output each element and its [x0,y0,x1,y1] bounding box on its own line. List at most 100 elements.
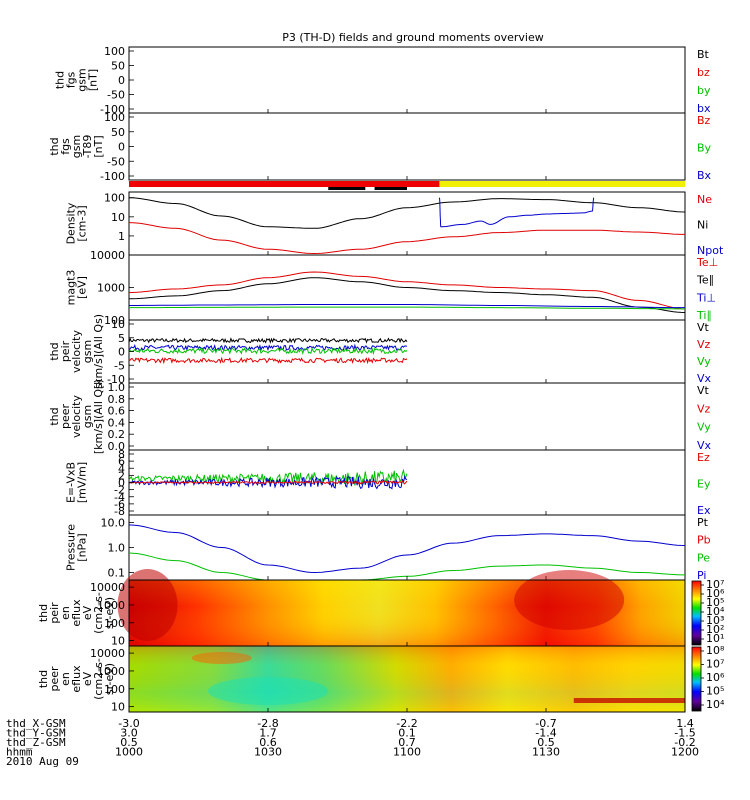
y-axis-label-line: eflux [70,665,83,693]
y-tick-label: 0.1 [108,566,126,579]
y-axis-label-line: Density [65,202,78,244]
colorbar-tick-label: 10⁶ [706,587,725,600]
x-axis-value: 0.1 [398,727,416,740]
y-axis-label-line: eV [81,671,94,686]
panel-frame [128,191,686,256]
y-tick-label: 100 [104,617,125,630]
mode-bar-segment [129,181,440,187]
legend-label: Te⊥ [696,256,718,269]
legend-label: Ti⊥ [696,291,716,304]
series-line-Te_perp [129,271,686,310]
panel-frame [128,112,686,181]
legend-label: by [697,84,711,97]
y-axis-label-line: [nPa] [76,533,89,561]
spectrogram-feature [208,677,328,705]
y-tick-label: 100 [104,45,125,58]
y-axis-label-line: gsm [70,135,83,158]
legend-label: Vt [697,321,710,334]
series-line-Ti_par [129,306,685,310]
y-tick-label: -100 [100,103,125,116]
y-axis-label-line: [mV/m] [76,462,89,503]
x-axis-value: -1.4 [535,727,556,740]
panel-frame [128,382,686,451]
y-tick-label: 1000 [97,665,125,678]
series-line-Ni [128,197,686,229]
legend-label: Bt [697,48,710,61]
y-axis-label-line: peer [59,404,72,430]
x-axis-value: -0.2 [674,736,695,749]
y-tick-label: 1 [118,230,125,243]
y-axis-label-line: en [59,672,72,686]
x-axis-value: 1100 [393,746,421,759]
y-tick-label: 10.0 [101,517,126,530]
colorbar-tick-label: 10³ [706,614,724,627]
y-axis-label-line: thd [54,71,67,89]
colorbar-tick-label: 10¹ [706,632,724,645]
legend-label: Bx [697,169,712,182]
x-axis-value: 1000 [115,746,143,759]
y-axis-label-line: magt3 [65,270,78,306]
y-axis-label-line: fgs [65,71,78,88]
x-axis-value: -0.7 [535,717,556,730]
plot-title: P3 (TH-D) fields and ground moments over… [282,31,544,44]
colorbar-tick-label: 10⁸ [706,644,725,657]
panel-pressure: 10.0 1.0 0.1 Pressure[nPa] Pt Pb Pe Pi [65,514,711,582]
colorbar-tick-label: 10⁵ [706,596,724,609]
y-tick-label: -5 [114,359,125,372]
panel-mag: 10000 1000 100 magt3[eV] Te⊥ Te∥ Ti⊥ Ti∥ [65,249,719,327]
panels-layer: 100500-50-100thdfgsgsm[nT]Btbzbybx100500… [37,45,725,714]
x-axis-row-label: thd_X-GSM [6,717,66,730]
y-axis-label-line: thd [48,342,61,360]
y-axis-label-line: thd [48,407,61,425]
x-axis-value: 1.4 [676,717,694,730]
series-line-Ez [129,480,408,485]
y-axis-label-line: [km/s](All Qs) [92,314,105,389]
y-tick-label: 10000 [90,647,125,660]
y-tick-label: 2 [118,469,125,482]
colorbar-tick-label: 10⁷ [706,578,724,591]
x-axis-value: 1200 [671,746,699,759]
x-axis-row-label: hhmm [6,746,33,759]
y-tick-label: 5 [118,332,125,345]
colorbar-tick-label: 10⁷ [706,658,724,671]
y-axis-label-line: gsm [81,405,94,428]
y-axis-label-line: thd [48,137,61,155]
y-axis-label-line: [eV] [76,276,89,299]
legend-label: Vx [697,439,712,452]
legend-label: Vy [697,355,711,368]
y-axis-label-line: peer [48,666,61,692]
series-line-Vz [128,356,408,365]
y-tick-label: 8 [118,448,125,461]
legend-label: Vz [697,402,711,415]
y-axis-label-line: (cm2-s- [92,658,105,700]
y-axis-label-line: fgs [59,138,72,155]
y-tick-label: -2 [114,484,125,497]
y-axis-label-line: gsm [81,340,94,363]
x-axis-value: 0.5 [120,736,138,749]
y-tick-label: 10 [111,635,125,648]
y-axis-label-line: -T89 [81,135,94,159]
x-axis-value: 0.6 [259,736,277,749]
y-tick-label: 100 [104,192,125,205]
x-axis-value: -1.5 [674,727,695,740]
y-axis-label-line: sr-eV) [103,597,116,629]
x-axis-value: -2.2 [396,717,417,730]
y-tick-label: 10000 [90,249,125,262]
legend-label: bz [697,66,710,79]
y-axis-label-line: velocity [70,330,83,373]
panel-peer_vel: 1.00.80.60.40.20.0 thdpeervelocitygsm[km/… [48,379,712,454]
y-tick-label: 50 [111,60,125,73]
x-axis-row-label: thd_Z-GSM [6,736,66,749]
spectrogram-feature [514,570,625,630]
y-axis-label-line: velocity [70,395,83,438]
y-axis-label-line: thd [37,604,50,622]
y-tick-label: 0.4 [108,416,126,429]
colorbar-tick-label: 10⁵ [706,685,724,698]
series-line-Npot [438,197,595,228]
mode-bar-segment [439,181,685,187]
y-axis-label-line: [cm-3] [76,205,89,241]
